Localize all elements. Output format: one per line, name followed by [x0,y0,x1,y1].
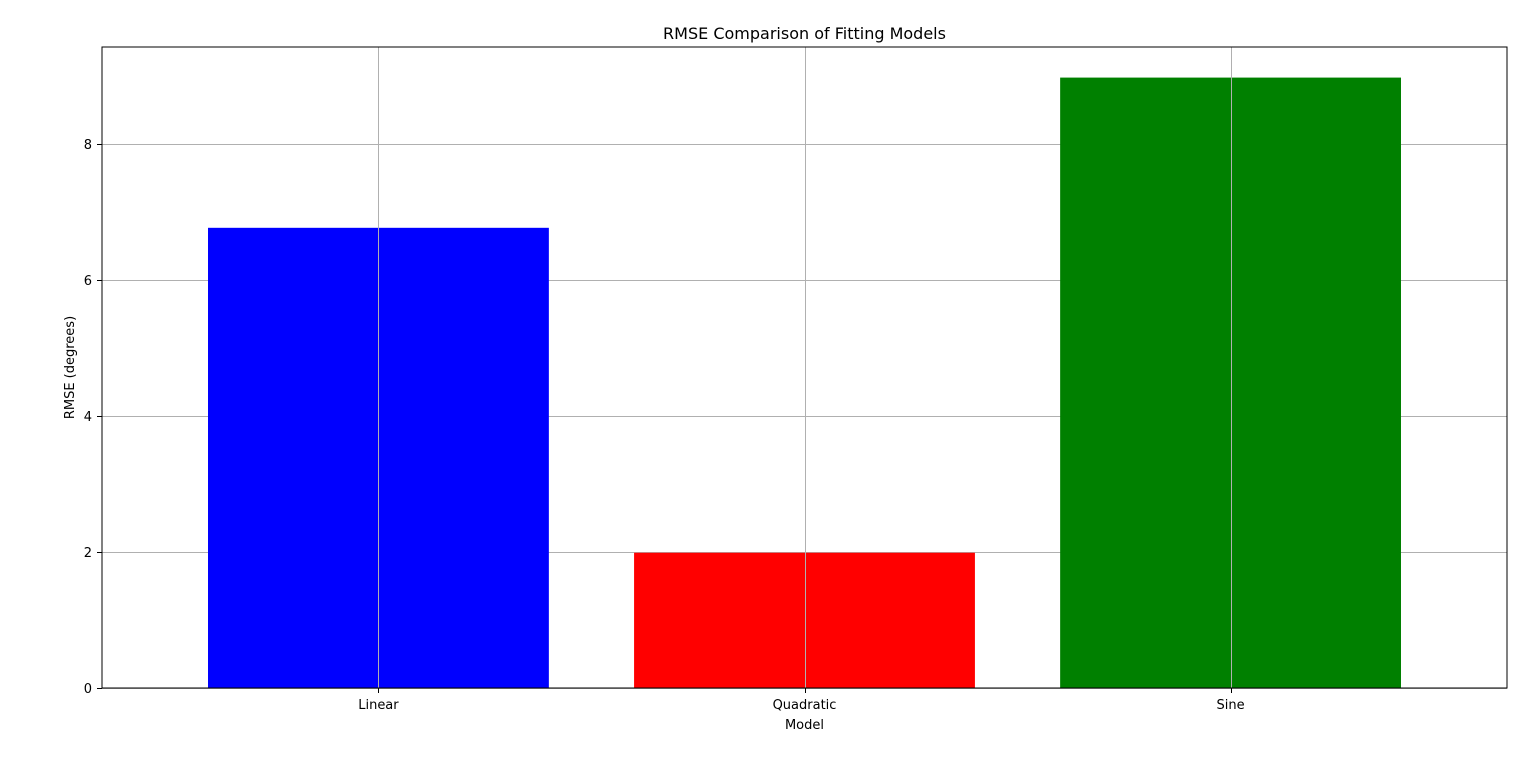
tick-layer: 0 2 4 6 8 Linear Quadratic Sine [84,138,1245,713]
y-axis-label: RMSE (degrees) [63,316,78,419]
y-tick-label: 2 [84,546,92,561]
y-tick-label: 6 [84,274,92,289]
chart-title: RMSE Comparison of Fitting Models [663,24,946,43]
y-tick-label: 4 [84,410,92,425]
bar-sine [1060,77,1401,688]
bar-quadratic [634,552,975,688]
y-tick-label: 0 [84,682,92,697]
x-tick-label: Quadratic [773,698,837,713]
bar-layer [208,77,1401,688]
x-tick-label: Linear [358,698,399,713]
y-tick-label: 8 [84,138,92,153]
vertical-grid-layer [378,47,1232,688]
axes-frame [101,46,1508,689]
x-axis-label: Model [785,718,824,733]
x-tick-label: Sine [1217,698,1245,713]
